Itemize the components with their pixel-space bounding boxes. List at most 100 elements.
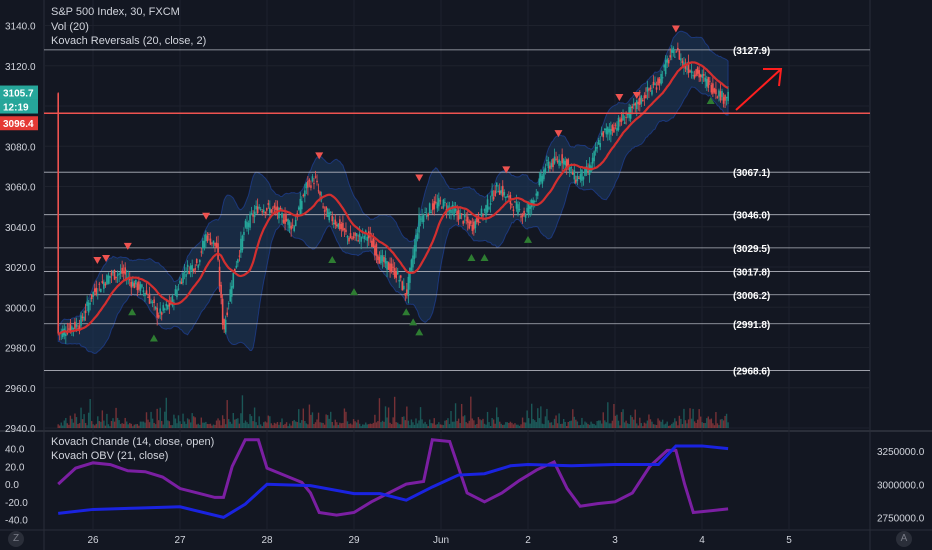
candle-body bbox=[587, 170, 589, 172]
reversal-up-marker bbox=[350, 288, 358, 296]
candle-body bbox=[675, 51, 678, 53]
candle-body bbox=[214, 242, 216, 246]
candle-body bbox=[110, 272, 113, 276]
volume-bar bbox=[567, 422, 569, 428]
candle-body bbox=[206, 235, 209, 242]
candle-body bbox=[457, 210, 460, 220]
volume-bar bbox=[281, 418, 283, 428]
volume-bar bbox=[704, 423, 706, 428]
candle-body bbox=[229, 289, 232, 302]
candle-body bbox=[620, 118, 623, 122]
candle-body bbox=[451, 204, 454, 209]
volume-bar bbox=[168, 421, 171, 428]
volume-bar bbox=[369, 423, 372, 428]
candle-body bbox=[358, 233, 361, 237]
volume-bar bbox=[104, 425, 107, 428]
volume-bar bbox=[378, 398, 381, 428]
osc-tick-label: 20.0 bbox=[5, 462, 25, 473]
candle-body bbox=[660, 74, 662, 85]
obv-line bbox=[58, 444, 729, 519]
volume-bar bbox=[244, 420, 247, 428]
volume-bar bbox=[713, 425, 716, 428]
reversal-up-marker bbox=[524, 235, 532, 243]
volume-bar bbox=[464, 415, 466, 428]
candle-body bbox=[666, 58, 668, 63]
candle-body bbox=[342, 222, 344, 231]
x-tick-label: Jun bbox=[433, 535, 449, 546]
volume-bar bbox=[652, 424, 655, 428]
volume-bar bbox=[401, 416, 403, 428]
candle-body bbox=[608, 128, 611, 133]
candle-body bbox=[130, 281, 133, 288]
candle-body bbox=[386, 261, 388, 270]
candle-body bbox=[514, 201, 516, 203]
candle-body bbox=[336, 224, 338, 227]
candle-body bbox=[471, 224, 474, 231]
volume-bar bbox=[512, 424, 515, 428]
volume-bar bbox=[296, 422, 298, 428]
volume-bar bbox=[684, 420, 687, 428]
candle-body bbox=[473, 221, 475, 230]
volume-bar bbox=[428, 419, 431, 428]
volume-bar bbox=[288, 423, 291, 428]
candle-body bbox=[234, 268, 236, 272]
candle-body bbox=[121, 267, 123, 274]
candle-body bbox=[575, 179, 577, 183]
candle-body bbox=[156, 307, 158, 318]
auto-scale-button[interactable]: A bbox=[896, 531, 912, 547]
volume-bar bbox=[261, 426, 263, 428]
volume-bar bbox=[614, 415, 617, 428]
y-tick-label: 3140.0 bbox=[5, 22, 36, 33]
volume-bar bbox=[467, 423, 469, 428]
candle-body bbox=[255, 205, 257, 210]
volume-bar bbox=[348, 424, 350, 428]
candle-body bbox=[128, 279, 131, 281]
volume-bar bbox=[83, 414, 85, 428]
candle-body bbox=[265, 208, 268, 211]
candle-body bbox=[681, 60, 684, 64]
volume-bar bbox=[553, 418, 556, 428]
volume-bar bbox=[601, 423, 603, 428]
candle-body bbox=[264, 211, 267, 214]
volume-bar bbox=[648, 414, 650, 428]
volume-bar bbox=[387, 407, 390, 428]
osc-tick-label: -40.0 bbox=[5, 516, 28, 527]
volume-bar bbox=[217, 418, 219, 428]
candle-body bbox=[564, 160, 566, 166]
volume-bar bbox=[316, 419, 318, 428]
candle-body bbox=[132, 281, 134, 287]
volume-bar bbox=[161, 420, 163, 428]
candle-body bbox=[197, 265, 200, 268]
volume-bar bbox=[115, 407, 117, 428]
volume-bar bbox=[63, 420, 65, 428]
volume-bar bbox=[314, 422, 317, 428]
candle-body bbox=[680, 58, 682, 61]
candle-body bbox=[325, 206, 327, 211]
candle-body bbox=[677, 47, 679, 50]
candle-body bbox=[278, 207, 280, 219]
volume-bar bbox=[689, 408, 691, 428]
support-price-badge-bg bbox=[0, 116, 38, 131]
candle-body bbox=[547, 161, 550, 169]
zoom-reset-button[interactable]: Z bbox=[8, 531, 24, 547]
volume-bar bbox=[642, 426, 644, 428]
volume-bar bbox=[607, 402, 609, 428]
candle-body bbox=[396, 270, 399, 275]
volume-bar bbox=[307, 424, 309, 428]
volume-bar bbox=[693, 421, 696, 428]
volume-bar bbox=[319, 422, 321, 428]
candle-body bbox=[223, 319, 225, 330]
candle-body bbox=[462, 221, 464, 224]
candle-body bbox=[404, 293, 407, 296]
reversal-up-marker bbox=[328, 255, 337, 263]
candle-body bbox=[171, 295, 174, 306]
volume-bar bbox=[645, 423, 647, 428]
reversal-down-marker bbox=[415, 174, 424, 182]
x-tick-label: 4 bbox=[699, 535, 705, 546]
candle-body bbox=[503, 192, 506, 196]
volume-bar bbox=[130, 423, 132, 428]
volume-bar bbox=[494, 423, 496, 428]
volume-bar bbox=[371, 423, 373, 428]
volume-bar bbox=[541, 423, 544, 428]
